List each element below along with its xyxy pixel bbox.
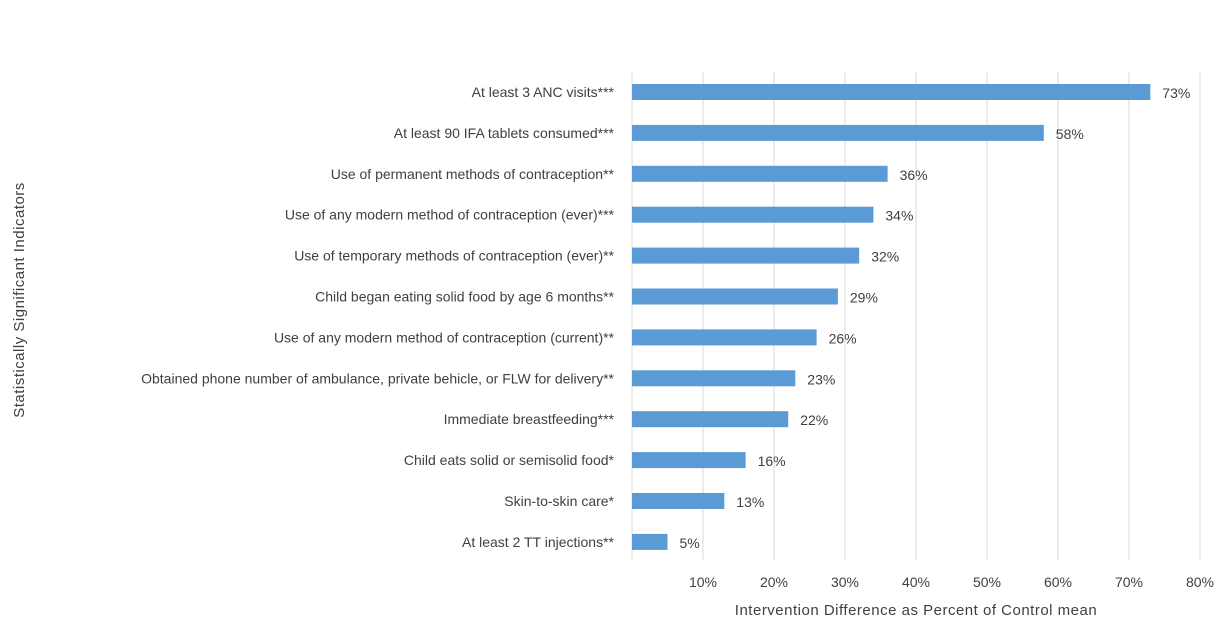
category-label: Use of temporary methods of contraceptio… [294, 248, 614, 264]
category-label: Child began eating solid food by age 6 m… [315, 289, 614, 305]
category-label: Use of any modern method of contraceptio… [274, 329, 615, 345]
bar [632, 493, 725, 509]
x-axis-title: Intervention Difference as Percent of Co… [735, 602, 1097, 619]
bar [632, 533, 668, 550]
category-label: At least 2 TT injections** [462, 534, 615, 550]
category-label: Skin-to-skin care* [504, 493, 614, 509]
bar [632, 84, 1151, 100]
bar [632, 411, 789, 428]
data-label: 32% [871, 249, 899, 265]
data-label: 29% [850, 290, 878, 306]
x-tick-label: 10% [689, 574, 717, 590]
data-label: 36% [900, 167, 928, 183]
category-label: Use of any modern method of contraceptio… [285, 207, 615, 223]
x-tick-label: 20% [760, 574, 788, 590]
x-tick-label: 60% [1044, 574, 1072, 590]
category-labels: At least 3 ANC visits*** At least 90 IFA … [141, 84, 614, 550]
y-axis-title: Statistically Significant Indicators [11, 182, 28, 418]
value-labels: 73% 58% 36% 34% 32% 29% 26% 23% 22% 16% 13% 5% [680, 85, 1191, 551]
bar [632, 288, 838, 305]
category-label: At least 3 ANC visits*** [472, 84, 615, 100]
bar [632, 124, 1044, 141]
data-label: 22% [800, 412, 828, 428]
x-tick-label: 50% [973, 574, 1001, 590]
data-label: 23% [807, 371, 835, 387]
gridlines [631, 72, 1201, 560]
bar [632, 370, 796, 387]
data-label: 58% [1056, 126, 1084, 142]
data-label: 26% [829, 330, 857, 346]
x-tick-labels: 10% 20% 30% 40% 50% 60% 70% 80% [689, 574, 1214, 590]
data-label: 13% [736, 494, 764, 510]
category-label: Use of permanent methods of contraceptio… [331, 166, 615, 182]
category-label: At least 90 IFA tablets consumed*** [394, 125, 615, 141]
x-tick-label: 70% [1115, 574, 1143, 590]
data-label: 34% [885, 208, 913, 224]
x-tick-label: 40% [902, 574, 930, 590]
bar [632, 247, 860, 264]
data-label: 5% [680, 535, 700, 551]
x-tick-label: 30% [831, 574, 859, 590]
bars [632, 84, 1151, 550]
bar [632, 206, 874, 223]
bar [632, 165, 888, 182]
bar [632, 329, 817, 346]
category-label: Obtained phone number of ambulance, priv… [141, 370, 614, 386]
category-label: Immediate breastfeeding*** [444, 411, 615, 427]
data-label: 73% [1162, 85, 1190, 101]
category-label: Child eats solid or semisolid food* [404, 452, 615, 468]
data-label: 16% [758, 453, 786, 469]
bar [632, 452, 746, 469]
x-tick-label: 80% [1186, 574, 1214, 590]
